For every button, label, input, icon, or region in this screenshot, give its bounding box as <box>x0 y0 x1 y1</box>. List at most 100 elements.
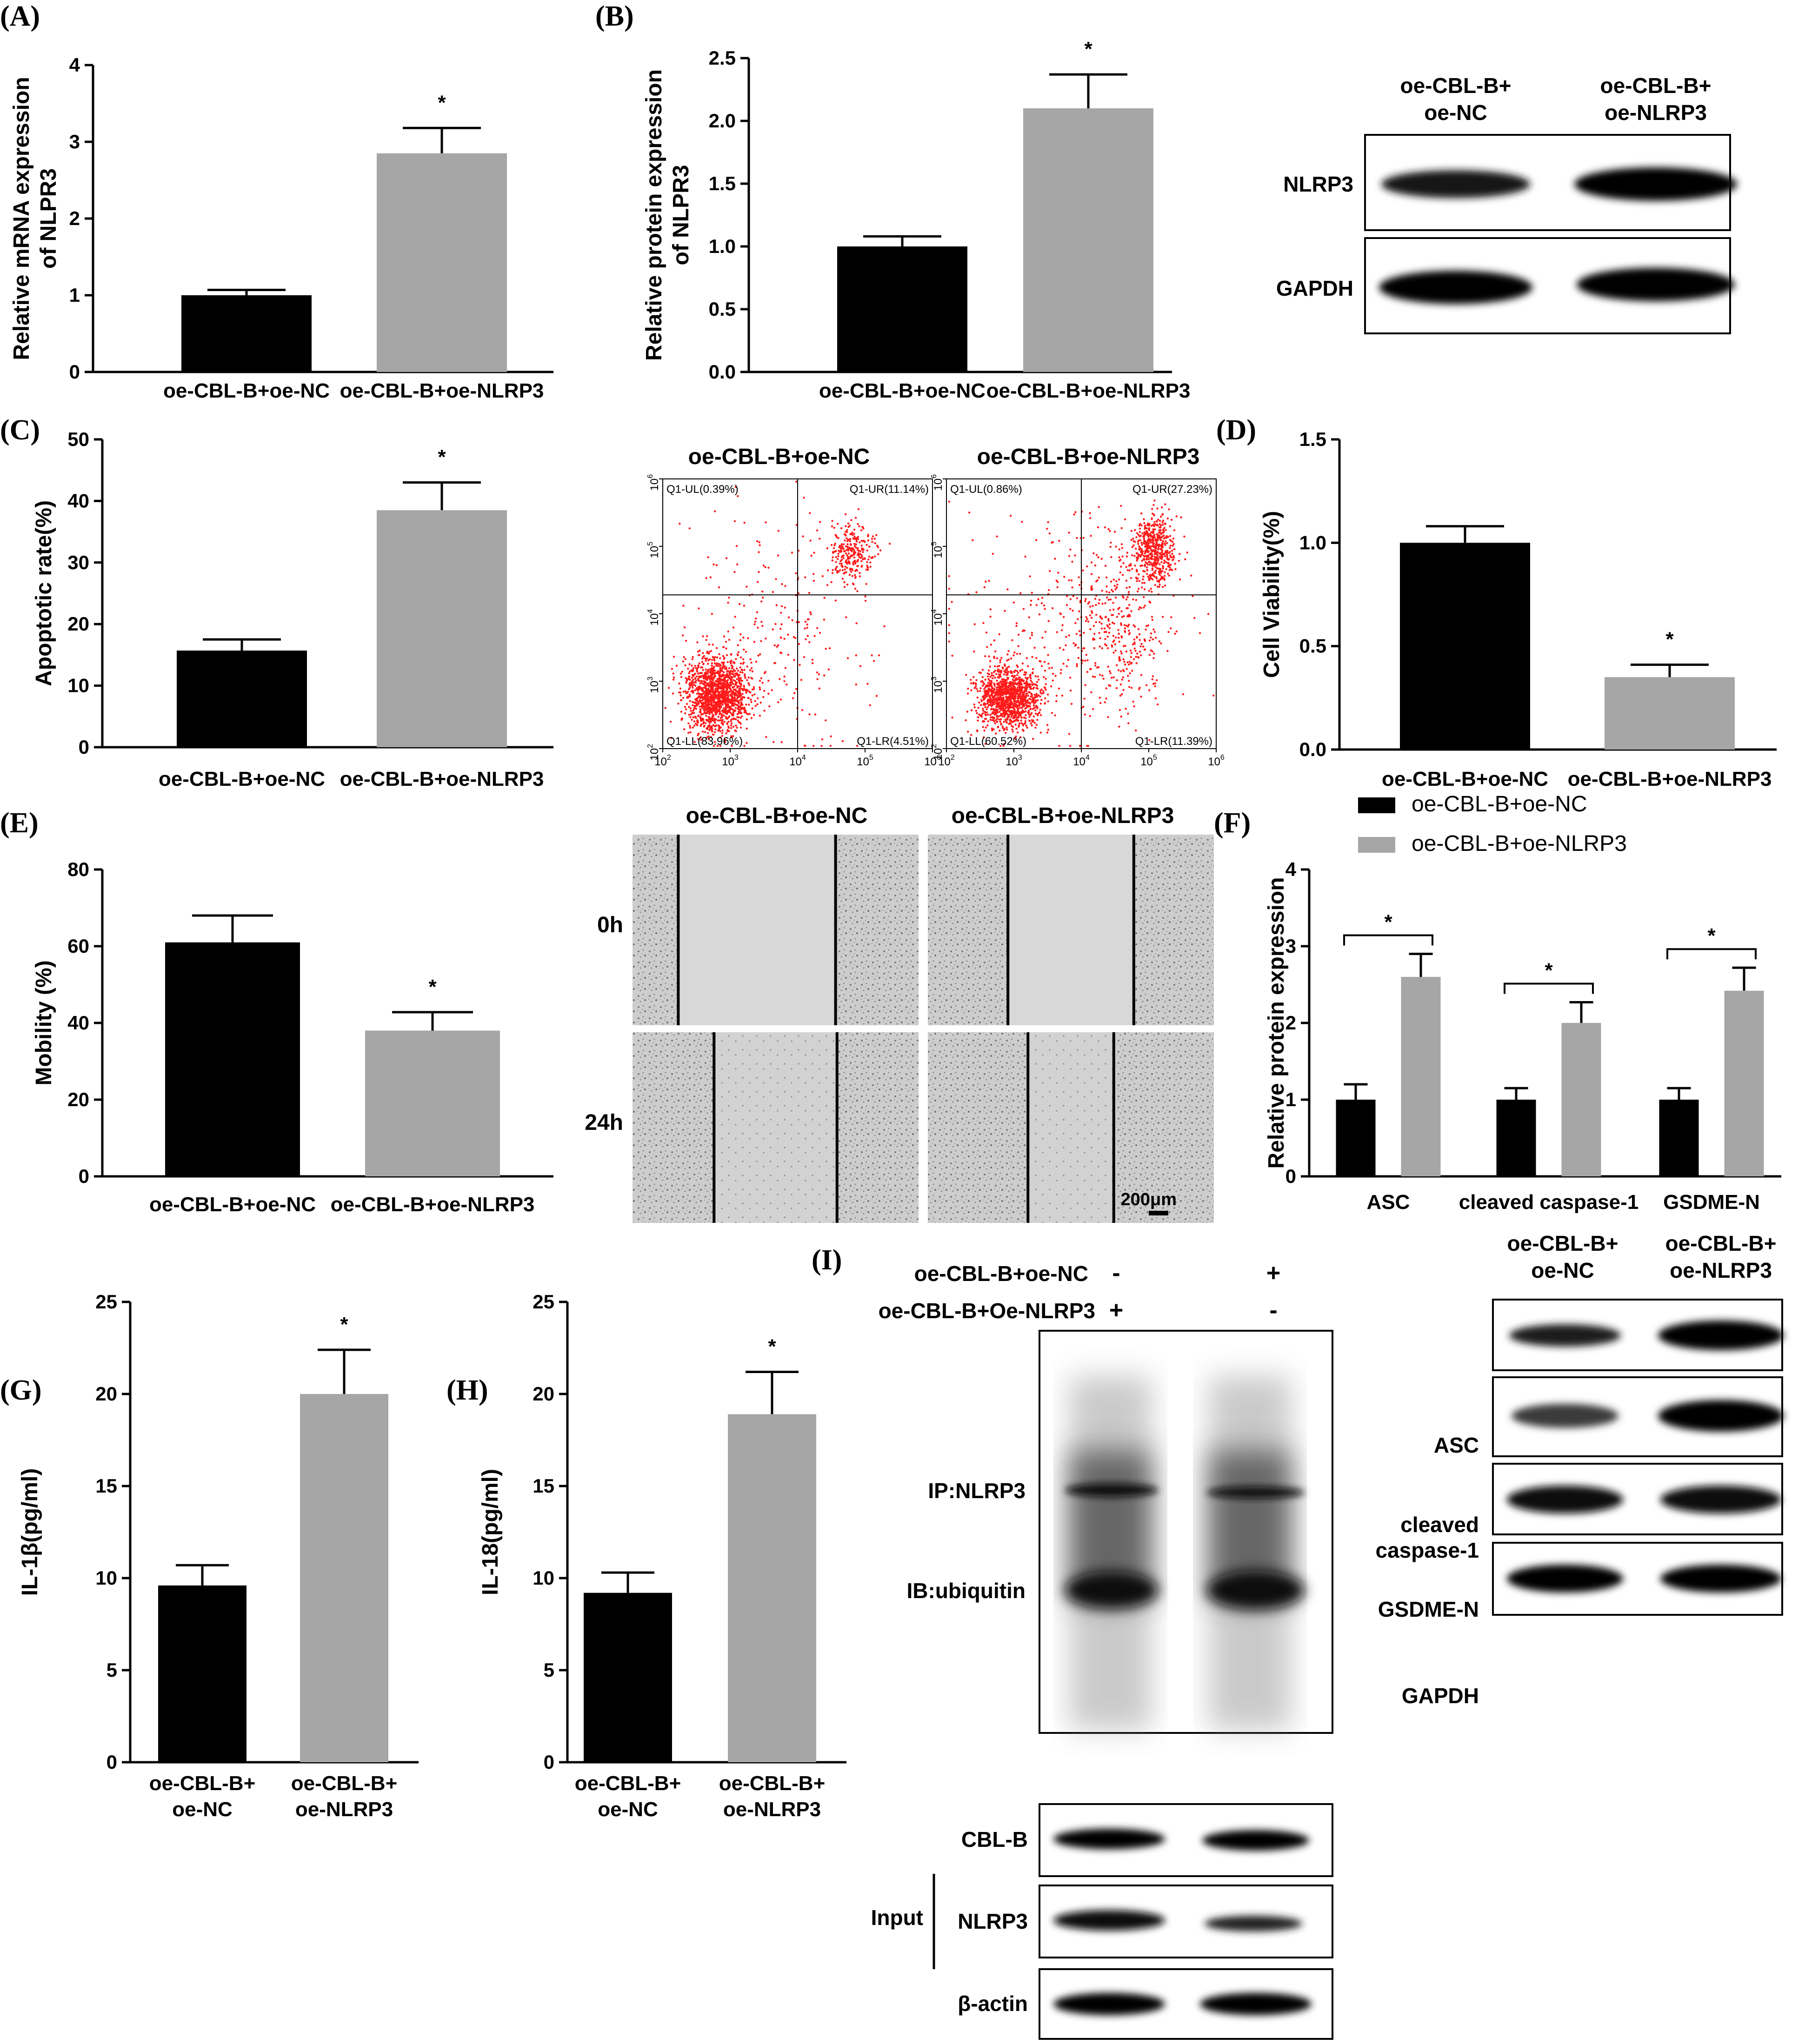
scatter-point <box>740 687 742 690</box>
scatter-point <box>1101 590 1103 592</box>
scatter-point <box>688 693 691 696</box>
input-row-actin: β-actin <box>958 1991 1028 2016</box>
scatter-point <box>1148 739 1151 741</box>
y-axis-label-line: Relative protein expression <box>1264 877 1289 1169</box>
scatter-point <box>721 732 724 734</box>
scatter-point <box>1003 688 1005 690</box>
scatter-point <box>853 556 856 559</box>
scatter-point <box>1012 726 1014 728</box>
scatter-point <box>756 540 759 543</box>
scatter-point <box>1034 709 1037 711</box>
scatter-point <box>731 676 733 678</box>
scatter-point <box>726 679 729 681</box>
scatter-point <box>733 679 735 682</box>
scatter-point <box>965 719 967 722</box>
scatter-point <box>843 586 846 588</box>
scatter-point <box>710 687 713 689</box>
category-label: oe-CBL-B+oe-NLRP3 <box>331 1193 535 1216</box>
scatter-point <box>1161 550 1164 552</box>
scatter-point <box>1020 699 1023 702</box>
input-row-cblb: CBL-B <box>961 1827 1028 1852</box>
scatter-points <box>664 480 891 747</box>
scatter-point <box>1012 720 1015 723</box>
scatter-point <box>1138 580 1140 582</box>
scatter-point <box>740 697 743 699</box>
scatter-point <box>725 557 728 559</box>
scatter-point <box>997 668 999 670</box>
scatter-point <box>845 513 847 516</box>
scatter-point <box>861 558 864 560</box>
y-tick-label: 0.5 <box>1299 635 1326 657</box>
scatter-point <box>1029 637 1032 639</box>
scatter-point <box>728 706 731 709</box>
scatter-point <box>1099 615 1102 617</box>
scatter-point <box>814 713 817 716</box>
scatter-point <box>1151 618 1154 621</box>
scatter-point <box>1005 705 1007 708</box>
scatter-point <box>715 712 718 715</box>
scatter-point <box>698 662 700 664</box>
y-axis-label: Mobility (%) <box>32 960 56 1085</box>
scatter-point <box>978 713 980 716</box>
scatter-point <box>1156 520 1158 523</box>
scatter-point <box>813 551 815 554</box>
scatter-point <box>700 672 703 674</box>
scatter-point <box>751 677 753 680</box>
scatter-point <box>1031 656 1033 658</box>
tick-base: 10 <box>932 613 945 626</box>
scatter-point <box>948 640 951 643</box>
scatter-point <box>739 683 741 685</box>
scatter-point <box>1013 702 1016 704</box>
scatter-point <box>1169 544 1172 547</box>
scatter-point <box>1128 686 1131 688</box>
wound-panels <box>633 835 1214 1223</box>
scatter-point <box>739 662 742 665</box>
scatter-point <box>1086 659 1089 662</box>
scatter-point <box>1152 543 1155 546</box>
scatter-point <box>1006 718 1009 720</box>
scatter-point <box>1152 528 1154 531</box>
scatter-point <box>1120 715 1122 718</box>
scatter-point <box>1032 668 1034 670</box>
chart-h: (H)0510152025IL-18(pg/ml)oe-CBL-B+oe-NC*… <box>446 1291 846 1821</box>
scatter-point <box>842 547 845 550</box>
scatter-point <box>1168 552 1170 554</box>
scatter-point <box>693 741 696 743</box>
scatter-point <box>695 699 698 702</box>
x-tick-label: 106 <box>1208 754 1225 768</box>
scatter-point <box>743 604 746 607</box>
scatter-point <box>873 538 876 540</box>
bar <box>181 295 312 372</box>
scatter-point <box>692 716 694 719</box>
scatter-point <box>1166 550 1169 552</box>
scatter-point <box>1120 565 1122 568</box>
scatter-point <box>1151 512 1154 515</box>
scatter-point <box>1139 527 1141 530</box>
scatter-point <box>871 654 873 657</box>
scatter-point <box>734 718 737 721</box>
scatter-point <box>853 535 856 538</box>
scatter-point <box>842 557 845 559</box>
scatter-point <box>854 562 857 565</box>
scatter-point <box>1128 569 1131 572</box>
scatter-point <box>853 552 855 554</box>
scatter-point <box>1140 586 1143 589</box>
scatter-point <box>713 682 715 684</box>
significance-mark: * <box>768 1335 776 1358</box>
scatter-point <box>1108 623 1111 626</box>
scatter-point <box>704 684 706 686</box>
category-label: oe-CBL-B+ <box>719 1772 826 1795</box>
scatter-point <box>1047 521 1049 524</box>
scatter-point <box>767 566 770 569</box>
scatter-point <box>990 690 992 693</box>
scatter-point <box>868 545 871 548</box>
quadrant-ur: Q1-UR(11.14%) <box>850 483 929 496</box>
scatter-point <box>1151 616 1153 618</box>
scatter-point <box>672 678 675 681</box>
scatter-point <box>1152 532 1154 534</box>
bar <box>165 942 300 1176</box>
scatter-point <box>692 686 694 689</box>
scatter-point <box>866 569 869 571</box>
scatter-point <box>682 604 685 607</box>
scatter-point <box>1002 727 1004 730</box>
